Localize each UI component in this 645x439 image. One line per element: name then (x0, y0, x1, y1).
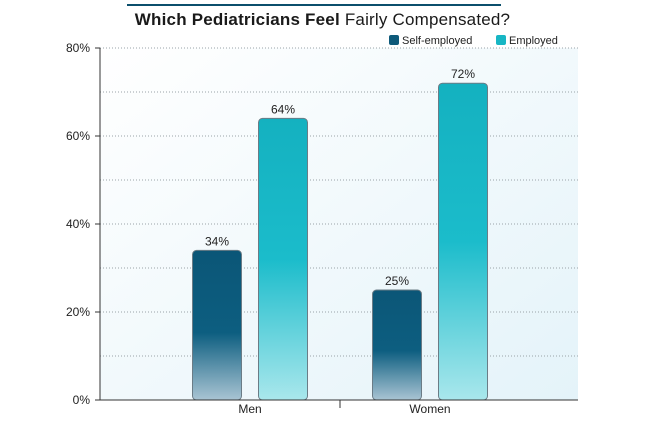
y-tick-label: 40% (66, 217, 90, 231)
bars: 34% 64% 25% 72% (192, 67, 488, 401)
bar-employed-men (258, 117, 308, 401)
data-label: 34% (205, 234, 229, 248)
y-tick-label: 0% (73, 393, 91, 407)
legend-label: Employed (509, 35, 558, 47)
axes: 0% 20% 40% 60% 80% Men Women (66, 41, 578, 416)
data-label: 64% (271, 102, 295, 116)
y-tick-label: 60% (66, 129, 90, 143)
plot-background (100, 48, 578, 400)
legend-swatch (389, 35, 399, 45)
bar-employed-women (438, 82, 488, 401)
x-tick-label: Women (409, 402, 450, 416)
data-label: 25% (385, 274, 409, 288)
bar-self-employed-women (372, 289, 422, 401)
legend: Self-employed Employed (389, 35, 558, 47)
legend-label: Self-employed (402, 35, 472, 47)
title-rule (127, 4, 501, 6)
bar-self-employed-men (192, 249, 242, 401)
y-tick-label: 80% (66, 41, 90, 55)
x-tick-label: Men (238, 402, 261, 416)
y-tick-label: 20% (66, 305, 90, 319)
data-label: 72% (451, 67, 475, 81)
legend-swatch (496, 35, 506, 45)
chart-title-normal: Fairly Compensated? (344, 10, 511, 29)
chart-title-bold: Which Pediatricians Feel (134, 10, 340, 29)
chart-title: Which Pediatricians Feel Fairly Compensa… (0, 10, 645, 30)
